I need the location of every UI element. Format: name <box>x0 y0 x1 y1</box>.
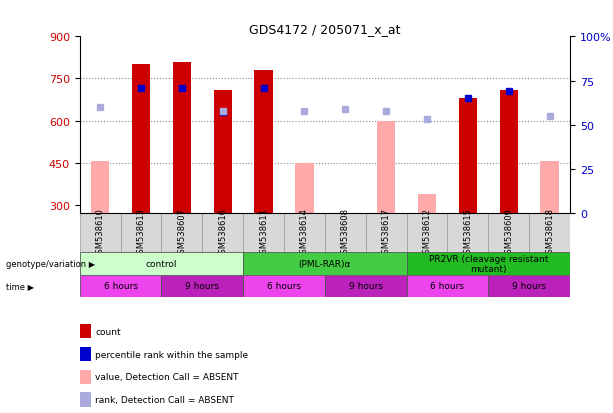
Text: GSM538611: GSM538611 <box>259 208 268 259</box>
Text: GSM538615: GSM538615 <box>463 208 473 259</box>
Text: 6 hours: 6 hours <box>430 282 465 291</box>
Bar <box>80 214 121 252</box>
Bar <box>284 214 325 252</box>
Bar <box>500 90 518 214</box>
Text: GSM538607: GSM538607 <box>177 208 186 259</box>
Text: genotype/variation ▶: genotype/variation ▶ <box>6 259 96 268</box>
Bar <box>447 214 489 252</box>
Text: GSM538610: GSM538610 <box>96 208 105 259</box>
Text: GSM538617: GSM538617 <box>382 208 390 259</box>
Bar <box>529 214 570 252</box>
Bar <box>202 214 243 252</box>
Bar <box>489 214 529 252</box>
Bar <box>325 275 406 297</box>
Bar <box>254 71 273 214</box>
Bar <box>173 62 191 214</box>
Text: GSM538609: GSM538609 <box>504 208 513 259</box>
Bar <box>213 90 232 214</box>
Text: GSM538613: GSM538613 <box>137 208 145 259</box>
Bar <box>121 214 161 252</box>
Text: GSM538616: GSM538616 <box>218 208 227 259</box>
Bar <box>366 214 406 252</box>
Text: GSM538608: GSM538608 <box>341 208 350 259</box>
Text: PR2VR (cleavage resistant
mutant): PR2VR (cleavage resistant mutant) <box>428 254 548 273</box>
Bar <box>406 214 447 252</box>
Text: percentile rank within the sample: percentile rank within the sample <box>95 350 248 359</box>
Text: 9 hours: 9 hours <box>512 282 546 291</box>
Bar <box>132 65 150 214</box>
Text: count: count <box>95 327 121 336</box>
Bar <box>541 162 559 214</box>
Bar <box>418 194 436 214</box>
Title: GDS4172 / 205071_x_at: GDS4172 / 205071_x_at <box>249 23 401 36</box>
Text: rank, Detection Call = ABSENT: rank, Detection Call = ABSENT <box>95 395 234 404</box>
Bar <box>459 99 477 214</box>
Text: time ▶: time ▶ <box>6 282 34 291</box>
Bar <box>80 252 243 275</box>
Text: 6 hours: 6 hours <box>267 282 301 291</box>
Bar <box>406 252 570 275</box>
Bar <box>406 275 489 297</box>
Bar <box>161 214 202 252</box>
Text: control: control <box>146 259 177 268</box>
Bar <box>80 275 161 297</box>
Bar <box>91 162 109 214</box>
Text: value, Detection Call = ABSENT: value, Detection Call = ABSENT <box>95 373 238 382</box>
Text: 6 hours: 6 hours <box>104 282 137 291</box>
Bar <box>377 121 395 214</box>
Bar <box>161 275 243 297</box>
Bar <box>243 252 406 275</box>
Bar <box>325 214 366 252</box>
Text: GSM538614: GSM538614 <box>300 208 309 259</box>
Bar <box>295 164 314 214</box>
Text: (PML-RAR)α: (PML-RAR)α <box>299 259 351 268</box>
Bar <box>243 214 284 252</box>
Bar <box>489 275 570 297</box>
Text: GSM538618: GSM538618 <box>545 208 554 259</box>
Text: GSM538612: GSM538612 <box>422 208 432 259</box>
Text: 9 hours: 9 hours <box>185 282 219 291</box>
Text: 9 hours: 9 hours <box>349 282 383 291</box>
Bar <box>243 275 325 297</box>
